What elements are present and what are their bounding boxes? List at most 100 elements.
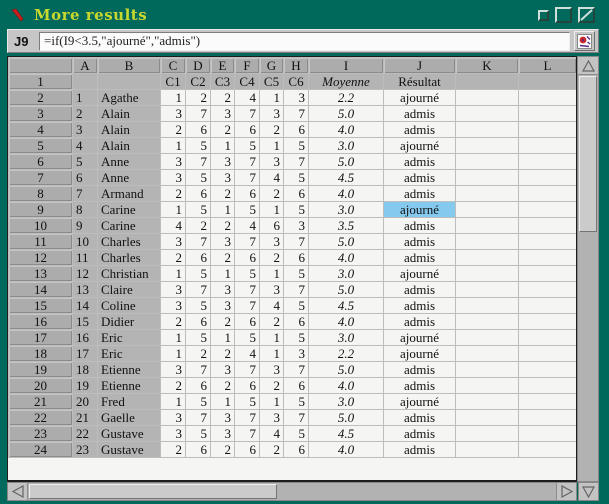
cell-E5[interactable]: 1 [210,137,235,154]
cell-C24[interactable]: 2 [160,441,186,458]
cell-K20[interactable] [455,377,519,394]
cell-D11[interactable]: 7 [185,233,211,250]
cell-D8[interactable]: 6 [185,185,211,202]
cell-E21[interactable]: 1 [210,393,235,410]
cell-B21[interactable]: Fred [97,393,161,410]
cell-C19[interactable]: 3 [160,361,186,378]
vertical-scroll-thumb[interactable] [579,76,597,232]
cell-J3[interactable]: admis [383,105,456,122]
cell-G7[interactable]: 4 [259,169,284,186]
cell-I14[interactable]: 5.0 [308,281,384,298]
cell-K19[interactable] [455,361,519,378]
cell-K8[interactable] [455,185,519,202]
cell-A8[interactable]: 7 [72,185,98,202]
cell-reference-label[interactable]: J9 [14,33,29,49]
cell-L19[interactable] [518,361,576,378]
cell-A2[interactable]: 1 [72,89,98,106]
cell-B19[interactable]: Etienne [97,361,161,378]
cell-A10[interactable]: 9 [72,217,98,234]
cell-I11[interactable]: 5.0 [308,233,384,250]
maximize-button[interactable] [555,7,572,23]
cell-K11[interactable] [455,233,519,250]
cell-D14[interactable]: 7 [185,281,211,298]
cell-I15[interactable]: 4.5 [308,297,384,314]
cell-K13[interactable] [455,265,519,282]
cell-D1[interactable]: C2 [185,73,211,90]
cell-K4[interactable] [455,121,519,138]
cell-H14[interactable]: 7 [283,281,309,298]
cell-H8[interactable]: 6 [283,185,309,202]
cell-L12[interactable] [518,249,576,266]
cell-E19[interactable]: 3 [210,361,235,378]
horizontal-scroll-track[interactable] [27,483,557,500]
cell-H18[interactable]: 3 [283,345,309,362]
scroll-right-arrow[interactable] [557,483,576,500]
cell-G11[interactable]: 3 [259,233,284,250]
cell-E12[interactable]: 2 [210,249,235,266]
cell-I17[interactable]: 3.0 [308,329,384,346]
cell-B8[interactable]: Armand [97,185,161,202]
cell-E3[interactable]: 3 [210,105,235,122]
cell-L13[interactable] [518,265,576,282]
row-header-6[interactable]: 6 [8,153,73,170]
cell-E23[interactable]: 3 [210,425,235,442]
cell-G23[interactable]: 4 [259,425,284,442]
cell-H17[interactable]: 5 [283,329,309,346]
cell-C18[interactable]: 1 [160,345,186,362]
cell-E10[interactable]: 2 [210,217,235,234]
cell-A21[interactable]: 20 [72,393,98,410]
cell-F6[interactable]: 7 [234,153,260,170]
cell-E20[interactable]: 2 [210,377,235,394]
cell-C4[interactable]: 2 [160,121,186,138]
cell-J9[interactable]: ajourné [383,201,456,218]
cell-A3[interactable]: 2 [72,105,98,122]
cell-J2[interactable]: ajourné [383,89,456,106]
cell-C9[interactable]: 1 [160,201,186,218]
cell-I23[interactable]: 4.5 [308,425,384,442]
cell-K3[interactable] [455,105,519,122]
row-header-11[interactable]: 11 [8,233,73,250]
recalc-button[interactable] [574,31,595,51]
cell-D5[interactable]: 5 [185,137,211,154]
cell-I8[interactable]: 4.0 [308,185,384,202]
cell-B6[interactable]: Anne [97,153,161,170]
cell-C10[interactable]: 4 [160,217,186,234]
cell-C3[interactable]: 3 [160,105,186,122]
cell-C7[interactable]: 3 [160,169,186,186]
cell-L2[interactable] [518,89,576,106]
cell-G13[interactable]: 1 [259,265,284,282]
cell-A11[interactable]: 10 [72,233,98,250]
horizontal-scrollbar[interactable] [7,482,577,501]
cell-J18[interactable]: ajourné [383,345,456,362]
column-header-K[interactable]: K [455,57,519,74]
cell-G6[interactable]: 3 [259,153,284,170]
cell-G10[interactable]: 6 [259,217,284,234]
cell-A16[interactable]: 15 [72,313,98,330]
cell-I21[interactable]: 3.0 [308,393,384,410]
scroll-left-arrow[interactable] [8,483,27,500]
cell-H12[interactable]: 6 [283,249,309,266]
cell-F17[interactable]: 5 [234,329,260,346]
cell-F15[interactable]: 7 [234,297,260,314]
cell-H2[interactable]: 3 [283,89,309,106]
cell-G14[interactable]: 3 [259,281,284,298]
cell-G17[interactable]: 1 [259,329,284,346]
cell-F24[interactable]: 6 [234,441,260,458]
cell-G4[interactable]: 2 [259,121,284,138]
row-header-21[interactable]: 21 [8,393,73,410]
cell-K12[interactable] [455,249,519,266]
row-header-10[interactable]: 10 [8,217,73,234]
cell-A14[interactable]: 13 [72,281,98,298]
cell-L11[interactable] [518,233,576,250]
cell-E1[interactable]: C3 [210,73,235,90]
cell-I9[interactable]: 3.0 [308,201,384,218]
cell-J8[interactable]: admis [383,185,456,202]
cell-B10[interactable]: Carine [97,217,161,234]
row-header-2[interactable]: 2 [8,89,73,106]
cell-F1[interactable]: C4 [234,73,260,90]
cell-G16[interactable]: 2 [259,313,284,330]
cell-A17[interactable]: 16 [72,329,98,346]
cell-L24[interactable] [518,441,576,458]
cell-K10[interactable] [455,217,519,234]
cell-L18[interactable] [518,345,576,362]
